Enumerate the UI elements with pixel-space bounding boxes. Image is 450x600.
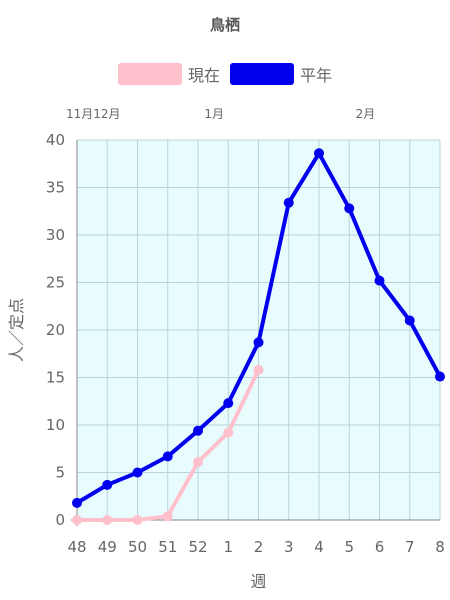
- series-normal-year: [72, 148, 445, 508]
- x-axis-title: 週: [250, 572, 266, 591]
- tick-labels: 0 5 10 15 20 25 30 35 40 48 49 50 51 52 1 2 3 4 5 6 7 8: [46, 131, 445, 556]
- data-point[interactable]: [223, 398, 234, 409]
- x-tick-label: 4: [314, 538, 324, 556]
- data-point[interactable]: [223, 427, 234, 438]
- y-tick-label: 10: [46, 416, 65, 434]
- x-tick-label: 48: [67, 538, 86, 556]
- x-tick-label: 49: [98, 538, 117, 556]
- x-tick-label: 6: [375, 538, 385, 556]
- data-point[interactable]: [72, 497, 82, 508]
- data-point[interactable]: [283, 197, 294, 208]
- y-tick-label: 0: [55, 511, 65, 529]
- data-point[interactable]: [102, 479, 113, 490]
- chart-title: 鳥栖: [209, 16, 240, 34]
- data-point[interactable]: [404, 315, 415, 326]
- legend-item-normal-year[interactable]: 平年: [230, 62, 332, 86]
- month-labels: 11月12月 1月 2月: [66, 107, 375, 121]
- x-tick-label: 3: [284, 538, 294, 556]
- data-point[interactable]: [72, 515, 82, 525]
- x-tick-label: 52: [188, 538, 207, 556]
- month-label: 1月: [204, 107, 224, 121]
- data-point[interactable]: [162, 451, 173, 462]
- y-tick-label: 5: [55, 464, 65, 482]
- month-label: 11月12月: [66, 107, 121, 121]
- data-point[interactable]: [162, 511, 173, 522]
- x-tick-label: 5: [344, 538, 354, 556]
- series-group: [72, 148, 445, 525]
- data-point[interactable]: [253, 364, 264, 375]
- y-tick-label: 40: [46, 131, 65, 149]
- legend-item-current[interactable]: 現在: [117, 62, 220, 86]
- data-point[interactable]: [374, 275, 385, 286]
- y-tick-label: 20: [46, 321, 65, 339]
- legend-label-normal-year: 平年: [300, 66, 333, 85]
- y-tick-label: 35: [46, 179, 65, 197]
- data-point[interactable]: [193, 457, 203, 468]
- y-tick-label: 25: [46, 274, 65, 292]
- y-tick-label: 15: [46, 369, 65, 387]
- x-tick-label: 7: [405, 538, 415, 556]
- series-current: [72, 364, 264, 525]
- x-tick-label: 8: [435, 538, 445, 556]
- data-point[interactable]: [132, 467, 143, 478]
- data-point[interactable]: [132, 515, 143, 525]
- legend: 現在 平年: [0, 62, 450, 86]
- legend-swatch-current: [117, 63, 182, 85]
- data-point[interactable]: [253, 337, 264, 348]
- legend-label-current: 現在: [187, 66, 220, 85]
- x-tick-label: 2: [254, 538, 264, 556]
- month-label: 2月: [356, 107, 376, 121]
- x-tick-label: 1: [223, 538, 233, 556]
- data-point[interactable]: [344, 203, 355, 214]
- x-tick-label: 51: [158, 538, 177, 556]
- x-tick-label: 50: [128, 538, 147, 556]
- y-axis-title: 人／定点: [7, 298, 26, 362]
- data-point[interactable]: [435, 371, 445, 382]
- y-tick-label: 30: [46, 226, 65, 244]
- data-point[interactable]: [314, 148, 324, 159]
- data-point[interactable]: [193, 425, 203, 436]
- legend-swatch-normal-year: [230, 63, 294, 85]
- data-point[interactable]: [102, 515, 113, 525]
